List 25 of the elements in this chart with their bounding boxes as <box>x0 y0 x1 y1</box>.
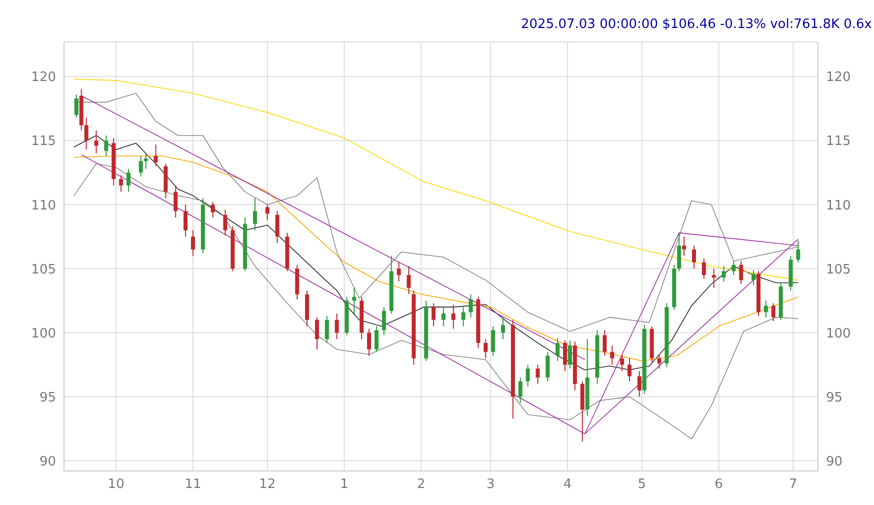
x-tick-label: 10 <box>108 477 124 492</box>
y-tick-label: 95 <box>39 390 56 406</box>
chart-title: 2025.07.03 00:00:00 $106.46 -0.13% vol:761.8K 0.6x <box>521 17 872 32</box>
y-tick-label: 120 <box>31 70 56 86</box>
x-tick-label: 7 <box>789 477 798 492</box>
y2-tick-label: 105 <box>826 262 851 278</box>
x-tick-label: 6 <box>714 477 723 492</box>
x-tick-label: 3 <box>486 477 495 492</box>
y2-tick-label: 100 <box>826 326 851 342</box>
y-tick-label: 105 <box>31 262 56 278</box>
x-tick-label: 4 <box>563 477 572 492</box>
y2-tick-label: 90 <box>826 454 843 470</box>
x-tick-label: 11 <box>184 477 202 492</box>
y-tick-label: 100 <box>31 326 56 342</box>
y2-tick-label: 115 <box>826 134 851 150</box>
x-tick-label: 1 <box>340 477 348 492</box>
x-tick-label: 12 <box>259 477 276 492</box>
y2-tick-label: 110 <box>826 198 851 214</box>
y-tick-label: 115 <box>31 134 56 150</box>
y-tick-label: 90 <box>39 454 56 470</box>
y2-tick-label: 95 <box>826 390 843 406</box>
x-tick-label: 2 <box>417 477 426 492</box>
y2-tick-label: 120 <box>826 70 851 86</box>
x-tick-label: 5 <box>638 477 646 492</box>
y-tick-label: 110 <box>31 198 56 214</box>
